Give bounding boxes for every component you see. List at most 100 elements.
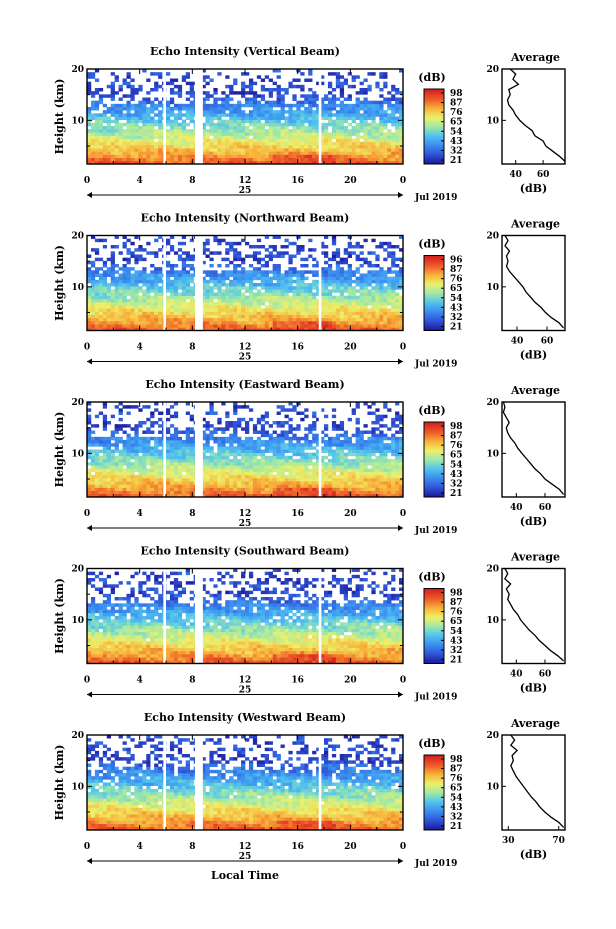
heatmap-cell — [288, 449, 293, 453]
heatmap-cell — [102, 493, 108, 498]
heatmap-cell — [94, 324, 100, 328]
heatmap-cell — [391, 116, 396, 120]
heatmap-cell — [264, 135, 269, 139]
heatmap-cell — [134, 317, 139, 322]
heatmap-cell — [154, 270, 159, 274]
heatmap-cell — [177, 452, 183, 457]
heatmap-cell — [367, 292, 372, 296]
heatmap-cell — [102, 478, 108, 482]
heatmap-cell — [94, 151, 100, 155]
heatmap-cell — [248, 279, 254, 284]
heatmap-cell — [142, 135, 147, 139]
heatmap-cell — [288, 129, 293, 133]
heatmap-cell — [90, 122, 96, 127]
heatmap-cell — [134, 321, 139, 325]
heatmap-cell — [110, 264, 115, 268]
heatmap-cell — [335, 254, 341, 258]
heatmap-cell — [94, 69, 100, 73]
heatmap-cell — [90, 107, 96, 111]
heatmap-cell — [312, 484, 317, 488]
heatmap-cell — [304, 289, 309, 293]
heatmap-cell — [260, 88, 266, 92]
heatmap-cell — [260, 317, 266, 322]
heatmap-cell — [181, 487, 187, 491]
heatmap-cell — [98, 314, 104, 319]
heatmap-cell — [355, 132, 360, 136]
heatmap-cell — [327, 452, 333, 457]
heatmap-cell — [209, 298, 214, 303]
heatmap-cell — [331, 493, 337, 498]
heatmap-cell — [142, 126, 147, 130]
heatmap-cell — [142, 157, 147, 162]
heatmap-cell — [205, 478, 210, 482]
heatmap-cell — [320, 100, 325, 105]
heatmap-cell — [150, 264, 155, 268]
heatmap-cell — [359, 484, 364, 488]
heatmap-cell — [233, 493, 238, 498]
heatmap-cell — [221, 446, 226, 450]
heatmap-cell — [355, 289, 360, 293]
heatmap-cell — [264, 141, 269, 146]
heatmap-cell — [335, 160, 341, 165]
heatmap-cell — [288, 157, 293, 162]
y-tick-label: 10 — [71, 116, 84, 126]
heatmap-cell — [300, 110, 305, 114]
heatmap-cell — [158, 100, 163, 105]
colorbar-segment — [424, 109, 444, 112]
heatmap-cell — [383, 487, 388, 491]
heatmap-cell — [331, 97, 337, 101]
heatmap-cell — [110, 107, 115, 111]
heatmap-cell — [339, 107, 345, 111]
heatmap-cell — [87, 484, 92, 488]
heatmap-cell — [331, 113, 337, 117]
heatmap-cell — [371, 452, 376, 457]
heatmap-cell — [166, 132, 171, 136]
heatmap-cell — [181, 305, 187, 309]
heatmap-cell — [217, 141, 222, 146]
heatmap-cell — [118, 138, 123, 143]
heatmap-cell — [324, 110, 329, 114]
heatmap-cell — [221, 327, 226, 331]
heatmap-cell — [229, 487, 234, 491]
heatmap-cell — [288, 324, 293, 328]
heatmap-cell — [126, 478, 131, 482]
heatmap-cell — [320, 135, 325, 139]
heatmap-cell — [308, 308, 313, 312]
heatmap-cell — [90, 481, 96, 485]
heatmap-cell — [304, 154, 309, 158]
heatmap-cell — [94, 478, 100, 482]
heatmap-cell — [114, 122, 119, 127]
heatmap-cell — [225, 446, 230, 450]
heatmap-cell — [347, 289, 352, 293]
heatmap-cell — [185, 122, 190, 127]
heatmap-cell — [90, 462, 96, 466]
heatmap-cell — [327, 449, 333, 453]
heatmap-cell — [320, 471, 325, 476]
heatmap-cell — [146, 273, 151, 277]
heatmap-cell — [371, 264, 376, 268]
heatmap-cell — [126, 302, 131, 306]
heatmap-cell — [110, 468, 115, 472]
heatmap-cell — [280, 113, 285, 117]
heatmap-cell — [292, 279, 297, 284]
heatmap-cell — [229, 91, 234, 95]
heatmap-cell — [391, 119, 396, 124]
heatmap-cell — [359, 317, 364, 322]
heatmap-cell — [173, 314, 179, 319]
heatmap-cell — [284, 270, 289, 274]
heatmap-cell — [169, 148, 175, 152]
heatmap-cell — [383, 279, 388, 284]
heatmap-cell — [94, 289, 100, 293]
heatmap-cell — [391, 245, 396, 249]
heatmap-cell — [158, 103, 163, 108]
heatmap-cell — [320, 289, 325, 293]
heatmap-cell — [327, 154, 333, 158]
heatmap-cell — [87, 314, 92, 319]
heatmap-cell — [308, 122, 313, 127]
heatmap-cell — [185, 455, 190, 460]
colorbar-frame — [423, 88, 445, 165]
heatmap-cell — [280, 157, 285, 162]
heatmap-cell — [320, 245, 325, 249]
heatmap-cell — [130, 289, 135, 293]
heatmap-cell — [205, 241, 210, 246]
